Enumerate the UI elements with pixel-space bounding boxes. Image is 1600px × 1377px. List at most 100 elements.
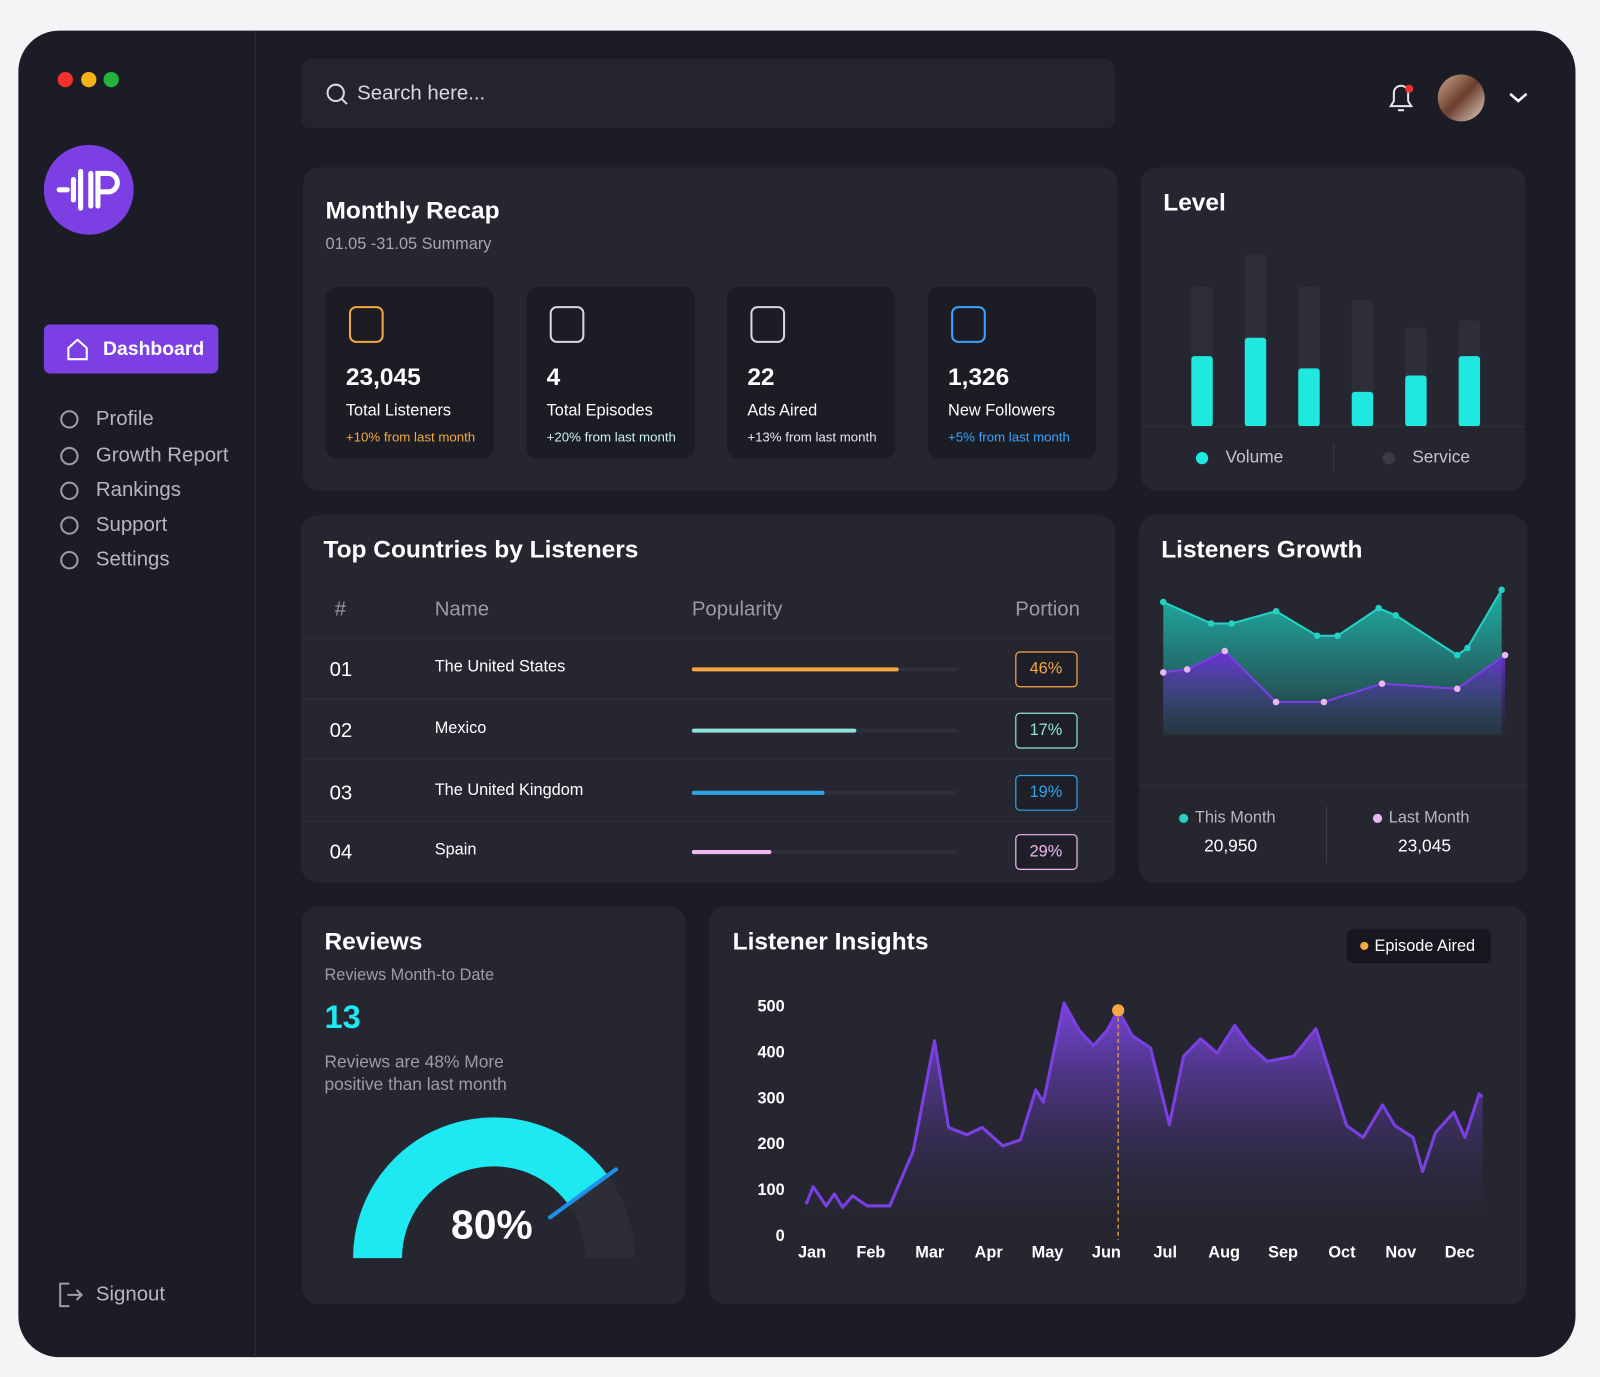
- growth-point: [1207, 620, 1215, 627]
- nav-icon: [60, 481, 79, 500]
- search-bar[interactable]: [301, 59, 1116, 129]
- row-rank: 03: [330, 782, 353, 804]
- growth-point: [1320, 698, 1328, 706]
- column-header: Popularity: [692, 599, 783, 621]
- stat-icon: [348, 306, 384, 343]
- legend-dot: [1360, 941, 1369, 950]
- growth-point: [1159, 598, 1167, 606]
- x-tick-label: Sep: [1268, 1243, 1298, 1261]
- portion-value: 29%: [1030, 842, 1063, 860]
- nav-item[interactable]: Growth Report: [96, 445, 229, 467]
- y-tick-label: 400: [757, 1043, 784, 1061]
- volume-bar: [1458, 356, 1481, 427]
- y-tick-label: 300: [757, 1089, 784, 1107]
- legend-label: Episode Aired: [1374, 937, 1475, 955]
- popularity-bar: [691, 790, 825, 795]
- annotation-point: [1112, 1004, 1125, 1017]
- legend-total: 23,045: [1398, 836, 1451, 856]
- stat-label: New Followers: [948, 402, 1055, 420]
- stat-value: 23,045: [346, 364, 421, 391]
- nav-item: Dashboard: [103, 338, 204, 360]
- window-minimize[interactable]: [81, 71, 97, 88]
- card-title: Top Countries by Listeners: [323, 536, 638, 563]
- x-tick-label: Jul: [1153, 1243, 1177, 1261]
- stat-change: +5% from last month: [948, 429, 1070, 444]
- legend-pill: [1346, 928, 1491, 964]
- growth-point: [1378, 680, 1386, 687]
- x-tick-label: Dec: [1445, 1243, 1475, 1261]
- portion-badge: [1015, 774, 1078, 811]
- card-title: Level: [1163, 190, 1226, 217]
- growth-point: [1453, 651, 1461, 659]
- legend-dot: [1382, 452, 1395, 465]
- growth-point: [1159, 669, 1167, 676]
- nav-item[interactable]: Settings: [96, 549, 170, 571]
- popularity-bar: [691, 667, 899, 672]
- gauge-needle: [547, 1167, 619, 1220]
- column-header: Name: [435, 599, 489, 621]
- row-rank: 02: [330, 720, 353, 742]
- popularity-bar: [691, 849, 772, 855]
- y-tick-label: 500: [757, 997, 784, 1015]
- window-close[interactable]: [57, 71, 73, 88]
- stat-value: 1,326: [948, 364, 1009, 391]
- volume-bar: [1351, 391, 1374, 427]
- nav-item[interactable]: Support: [96, 514, 168, 536]
- nav-item[interactable]: Profile: [96, 408, 154, 430]
- search-icon: [326, 83, 348, 105]
- row-rank: 04: [330, 841, 353, 863]
- legend-total: 20,950: [1204, 836, 1257, 856]
- row-name: Mexico: [435, 719, 487, 737]
- gauge-label: 80%: [451, 1201, 533, 1247]
- x-tick-label: Feb: [856, 1243, 885, 1261]
- stat-icon: [951, 306, 986, 343]
- x-tick-label: Jan: [798, 1243, 826, 1261]
- growth-point: [1392, 612, 1399, 619]
- card-subtitle: Reviews Month-to Date: [324, 966, 494, 984]
- stat-card: [726, 286, 896, 460]
- avatar[interactable]: [1437, 74, 1485, 122]
- legend-label: Volume: [1226, 447, 1284, 467]
- insights-line: [804, 1001, 1484, 1209]
- recap-card: [303, 167, 1118, 491]
- search-placeholder: Search here...: [357, 82, 485, 104]
- growth-point: [1272, 607, 1280, 615]
- level-card: [1140, 167, 1526, 491]
- nav-item[interactable]: Rankings: [96, 479, 181, 501]
- account-chevron[interactable]: [1509, 92, 1528, 103]
- x-tick-label: May: [1032, 1243, 1064, 1261]
- window-maximize[interactable]: [103, 71, 119, 88]
- growth-point: [1464, 644, 1471, 652]
- stat-value: 4: [547, 364, 561, 391]
- x-tick-label: Oct: [1328, 1243, 1356, 1261]
- stat-change: +20% from last month: [547, 429, 676, 444]
- growth-point: [1498, 586, 1505, 594]
- growth-point: [1313, 632, 1321, 639]
- stat-icon: [549, 306, 585, 343]
- card-title: Reviews: [324, 928, 422, 955]
- volume-bar: [1244, 337, 1267, 427]
- nav-icon: [60, 410, 79, 429]
- growth-area: [1163, 651, 1506, 735]
- growth-point: [1221, 647, 1229, 655]
- review-count: 13: [324, 998, 360, 1035]
- stat-label: Total Listeners: [346, 402, 451, 420]
- card-title: Listener Insights: [733, 928, 929, 955]
- stat-card: [927, 286, 1097, 460]
- legend-label: Last Month: [1389, 809, 1470, 827]
- row-name: Spain: [435, 840, 477, 858]
- y-tick-label: 100: [757, 1181, 784, 1199]
- portion-value: 19%: [1030, 783, 1063, 801]
- growth-point: [1453, 685, 1461, 693]
- card-subtitle: 01.05 -31.05 Summary: [326, 235, 493, 253]
- popularity-bar: [691, 728, 857, 733]
- x-tick-label: Nov: [1385, 1243, 1416, 1261]
- signout[interactable]: Signout: [96, 1283, 165, 1305]
- growth-point: [1272, 698, 1280, 706]
- dashboard-button[interactable]: [43, 324, 219, 374]
- x-tick-label: Jun: [1092, 1243, 1121, 1261]
- notification-bell[interactable]: [1389, 84, 1414, 112]
- x-tick-label: Mar: [915, 1243, 945, 1261]
